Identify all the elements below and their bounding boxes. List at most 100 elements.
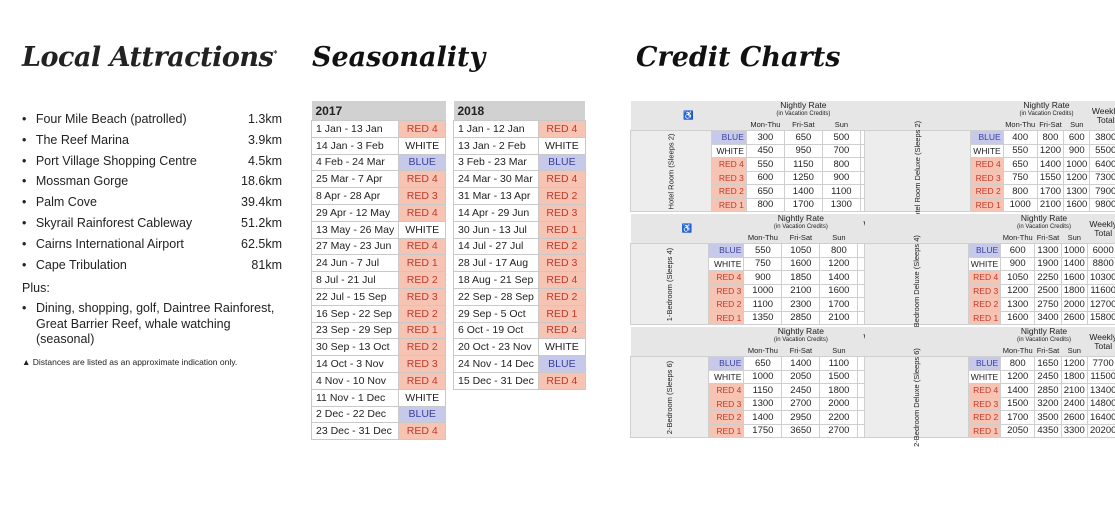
season-category: RED 4 (710, 157, 747, 172)
nightly-credit: 1000 (743, 283, 783, 298)
nightly-credit: 1300 (821, 197, 861, 212)
nightly-credit: 1500 (819, 369, 859, 384)
season-value: RED 2 (398, 271, 447, 289)
credit-header-row: Nightly Rate(in Vacation Credits)Weekly … (630, 326, 897, 357)
season-dates: 24 Mar - 30 Mar (453, 170, 539, 189)
nightly-credit: 1300 (1000, 297, 1036, 312)
nightly-credit: 550 (1002, 143, 1038, 158)
bullet: • (22, 195, 27, 210)
season-value: RED 3 (537, 254, 586, 273)
nightly-credit: 2450 (1034, 369, 1062, 384)
season-row: 29 Sep - 5 Oct RED 1 (453, 304, 586, 323)
nightly-credit: 1050 (1000, 270, 1036, 285)
room-type-label: 1-Bedroom (Sleeps 4) (629, 243, 710, 325)
season-category: BLUE (967, 243, 1002, 258)
season-value: BLUE (537, 153, 586, 172)
bullet: • (22, 236, 27, 251)
vacation-credits-note: (in Vacation Credits) (773, 224, 828, 230)
nightly-credit: 1400 (781, 356, 821, 371)
credit-table: ♿Nightly Rate(in Vacation Credits)Weekly… (630, 101, 900, 212)
nightly-credit: 1600 (819, 283, 859, 298)
weekly-total: 15800 (1086, 310, 1115, 325)
credit-days-row: Mon-Thu Fri-Sat Sun (865, 345, 1115, 357)
credit-row: 1-Bedroom (Sleeps 4)BLUE55010508005100 (629, 243, 898, 325)
nightly-credit: 650 (783, 130, 823, 145)
season-dates: 14 Oct - 3 Nov (310, 355, 400, 373)
season-table-2017: 2017 1 Jan - 13 Jan RED 4 14 Jan - 3 Feb WH… (310, 101, 447, 441)
nightly-credit: 3500 (1034, 410, 1062, 425)
day-header: Fri-Sat (781, 345, 820, 357)
season-category: RED 4 (967, 270, 1002, 285)
nightly-credit: 1200 (1000, 283, 1036, 298)
wheelchair-icon (864, 214, 1001, 244)
nightly-credit: 1150 (743, 383, 783, 398)
season-dates: 11 Nov - 1 Dec (310, 388, 400, 407)
credit-row: Hotel Room (Sleeps 2)BLUE3006505003000 (630, 130, 900, 212)
nightly-credit: 2400 (1060, 396, 1088, 411)
season-dates: 13 Jan - 2 Feb (453, 136, 539, 155)
bullet: • (22, 153, 27, 168)
day-header: Sun (1063, 119, 1090, 131)
season-row: 14 Jul - 27 Jul RED 2 (453, 237, 586, 256)
bullet: • (22, 132, 27, 147)
weekly-total: 11500 (1086, 369, 1115, 384)
credit-row: 2-Bedroom Deluxe (Sleeps 6) BLUE 800 1650 12… (864, 348, 1115, 446)
nightly-credit: 1000 (743, 369, 783, 384)
nightly-credit: 900 (1063, 143, 1091, 158)
credit-row: WHITE4509507004400 (631, 143, 900, 158)
nightly-credit: 800 (819, 243, 859, 258)
weekly-total: 20200 (1086, 423, 1115, 438)
day-header: Fri-Sat (1037, 119, 1064, 131)
season-value: BLUE (398, 153, 447, 172)
nightly-credit: 1900 (1034, 256, 1062, 271)
nightly-credit: 2600 (1060, 410, 1088, 425)
nightly-rate-label: Nightly Rate (777, 326, 825, 336)
season-dates: 22 Sep - 28 Sep (453, 287, 539, 306)
season-row: 14 Oct - 3 Nov RED 3 (310, 355, 447, 373)
season-category: RED 2 (967, 297, 1002, 312)
nightly-credit: 2100 (819, 310, 859, 325)
season-row: 29 Apr - 12 May RED 4 (310, 203, 447, 222)
nightly-credit: 900 (821, 170, 861, 185)
season-dates: 16 Sep - 22 Sep (310, 304, 400, 323)
season-category: WHITE (967, 256, 1002, 271)
season-dates: 3 Feb - 23 Mar (453, 153, 539, 172)
season-category: RED 3 (970, 170, 1004, 185)
season-row: 16 Sep - 22 Sep RED 2 (310, 304, 447, 323)
day-header: Mon-Thu (1003, 119, 1038, 131)
nightly-credit: 2050 (781, 369, 821, 384)
nightly-credit: 2750 (1034, 297, 1062, 312)
nightly-credit: 1200 (1036, 143, 1065, 158)
nightly-credit: 1700 (819, 297, 859, 312)
nightly-credit: 1300 (1034, 243, 1062, 258)
nightly-credit: 1800 (1060, 283, 1088, 298)
season-dates: 8 Apr - 28 Apr (310, 187, 400, 205)
bullet: • (22, 257, 27, 272)
season-row: 6 Oct - 19 Oct RED 4 (453, 321, 586, 340)
season-dates: 24 Nov - 14 Dec (453, 355, 539, 373)
season-value: RED 1 (398, 254, 447, 273)
season-value: RED 2 (537, 187, 586, 205)
wheelchair-icon: ♿ (630, 101, 747, 131)
day-header: Sun (822, 119, 861, 131)
credit-days-row: Mon-Thu Fri-Sat Sun (631, 232, 897, 244)
day-header: Mon-Thu (1000, 232, 1035, 244)
season-value: BLUE (398, 405, 447, 424)
room-type-text: 1-Bedroom Deluxe (Sleeps 4) (911, 234, 921, 334)
weekly-total: 3800 (1089, 130, 1115, 145)
credit-row: Hotel Room Deluxe (Sleeps 2) BLUE 400 800 60… (863, 120, 1115, 222)
day-header: Sun (1061, 232, 1088, 244)
attraction-distance: 18.6km (241, 174, 282, 189)
credit-row: RED 3 1200 2500 1800 11600 (865, 283, 1115, 298)
attraction-item: • Skyrail Rainforest Cableway 51.2km (22, 213, 282, 234)
season-dates: 1 Jan - 12 Jan (453, 120, 539, 138)
season-value: RED 3 (398, 187, 447, 205)
credit-table: Nightly Rate(in Vacation Credits)Weekly … (864, 213, 1115, 333)
season-row: 13 May - 26 May WHITE (310, 220, 447, 239)
room-type-text: Hotel Room (Sleeps 2) (666, 133, 676, 209)
season-category: RED 2 (708, 297, 745, 312)
nightly-credit: 900 (1000, 256, 1036, 271)
nightly-credit: 1200 (1060, 356, 1088, 371)
season-value: RED 4 (398, 371, 447, 390)
nightly-rate-label: Nightly Rate (1020, 213, 1068, 223)
